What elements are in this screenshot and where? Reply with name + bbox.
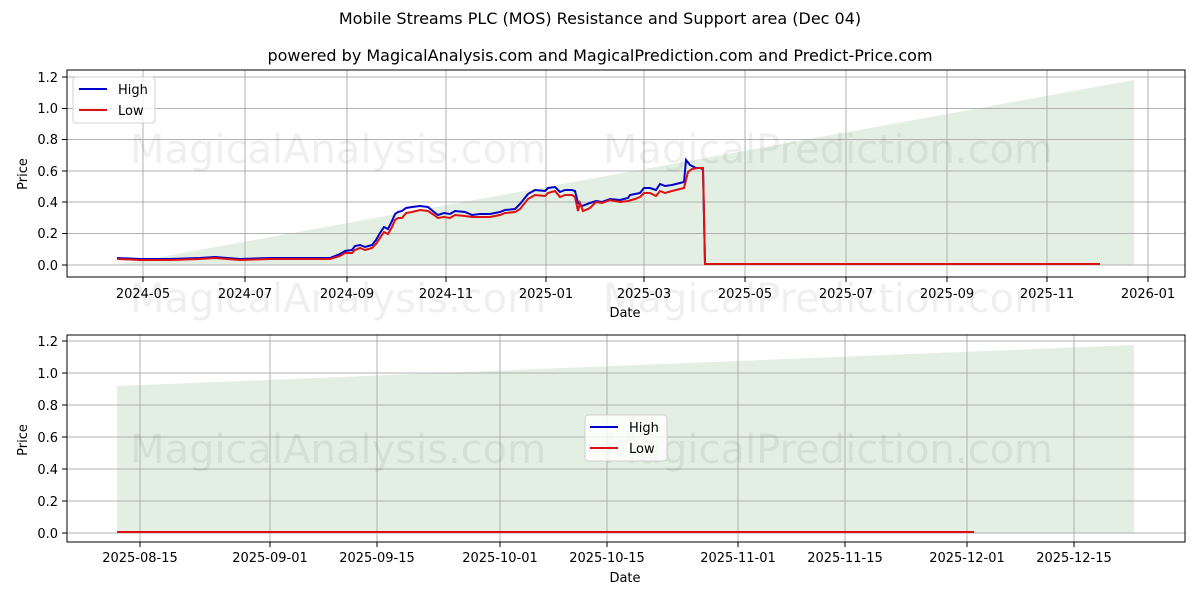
x-tick: 2025-11-01 [700, 551, 776, 566]
x-tick: 2025-05 [718, 287, 772, 302]
top-x-axis: 2024-05 2024-07 2024-09 2024-11 2025-01 … [116, 277, 1175, 321]
x-tick: 2025-07 [819, 287, 873, 302]
y-tick: 0.4 [37, 463, 58, 478]
x-tick: 2025-12-01 [929, 551, 1005, 566]
x-tick: 2025-11-15 [807, 551, 883, 566]
bottom-y-axis: 1.2 1.0 0.8 0.6 0.4 0.2 0.0 Price [16, 335, 67, 542]
top-chart: MagicalAnalysis.com MagicalPrediction.co… [16, 69, 1186, 322]
bottom-y-label: Price [16, 424, 31, 456]
y-tick: 0.4 [37, 196, 58, 211]
bottom-x-label: Date [609, 571, 640, 586]
x-tick: 2024-05 [116, 287, 170, 302]
top-y-label: Price [16, 158, 31, 190]
y-tick: 0.6 [37, 165, 58, 180]
y-tick: 0.8 [37, 399, 58, 414]
top-high-line [116, 157, 1100, 265]
y-tick: 1.2 [37, 71, 58, 86]
top-support-band [117, 80, 1134, 265]
x-tick: 2024-11 [419, 287, 473, 302]
watermark-magicalprediction: MagicalPrediction.com [603, 127, 1053, 173]
watermark-magicalprediction-3: MagicalPrediction.com [603, 427, 1053, 473]
top-y-axis: 1.2 1.0 0.8 0.6 0.4 0.2 0.0 Price [16, 71, 67, 274]
legend-high-label: High [118, 83, 148, 98]
chart-subtitle: powered by MagicalAnalysis.com and Magic… [267, 46, 933, 65]
x-tick: 2025-12-15 [1036, 551, 1112, 566]
y-tick: 0.2 [37, 495, 58, 510]
legend-high-label: High [629, 421, 659, 436]
bottom-legend: High Low [584, 414, 668, 462]
top-x-label: Date [609, 306, 640, 321]
top-low-line [116, 167, 1100, 265]
watermark-magicalanalysis-2: MagicalAnalysis.com [130, 276, 546, 322]
bottom-axes-frame [66, 334, 1186, 543]
y-tick: 0.6 [37, 431, 58, 446]
x-tick: 2025-11 [1020, 287, 1074, 302]
y-tick: 0.8 [37, 133, 58, 148]
watermark-magicalanalysis: MagicalAnalysis.com [130, 127, 546, 173]
legend-low-label: Low [629, 442, 655, 457]
bottom-x-axis: 2025-08-15 2025-09-01 2025-09-15 2025-10… [102, 542, 1112, 586]
x-tick: 2024-07 [218, 287, 272, 302]
top-axes-frame [66, 69, 1186, 278]
y-tick: 0.0 [37, 527, 58, 542]
x-tick: 2024-09 [320, 287, 374, 302]
x-tick: 2025-10-15 [569, 551, 645, 566]
x-tick: 2025-09 [920, 287, 974, 302]
x-tick: 2025-03 [617, 287, 671, 302]
y-tick: 1.0 [37, 102, 58, 117]
y-tick: 1.2 [37, 335, 58, 350]
top-grid [67, 70, 1185, 277]
chart-title: Mobile Streams PLC (MOS) Resistance and … [338, 9, 862, 28]
x-tick: 2026-01 [1121, 287, 1175, 302]
x-tick: 2025-08-15 [102, 551, 178, 566]
x-tick: 2025-10-01 [462, 551, 538, 566]
y-tick: 1.0 [37, 367, 58, 382]
x-tick: 2025-09-15 [339, 551, 415, 566]
y-tick: 0.0 [37, 259, 58, 274]
watermark-magicalanalysis-3: MagicalAnalysis.com [130, 427, 546, 473]
x-tick: 2025-09-01 [232, 551, 308, 566]
legend-low-label: Low [118, 104, 144, 119]
watermark-magicalprediction-2: MagicalPrediction.com [603, 276, 1053, 322]
bottom-chart: MagicalAnalysis.com MagicalPrediction.co… [16, 334, 1186, 586]
y-tick: 0.2 [37, 227, 58, 242]
top-legend: High Low [72, 76, 156, 124]
x-tick: 2025-01 [519, 287, 573, 302]
